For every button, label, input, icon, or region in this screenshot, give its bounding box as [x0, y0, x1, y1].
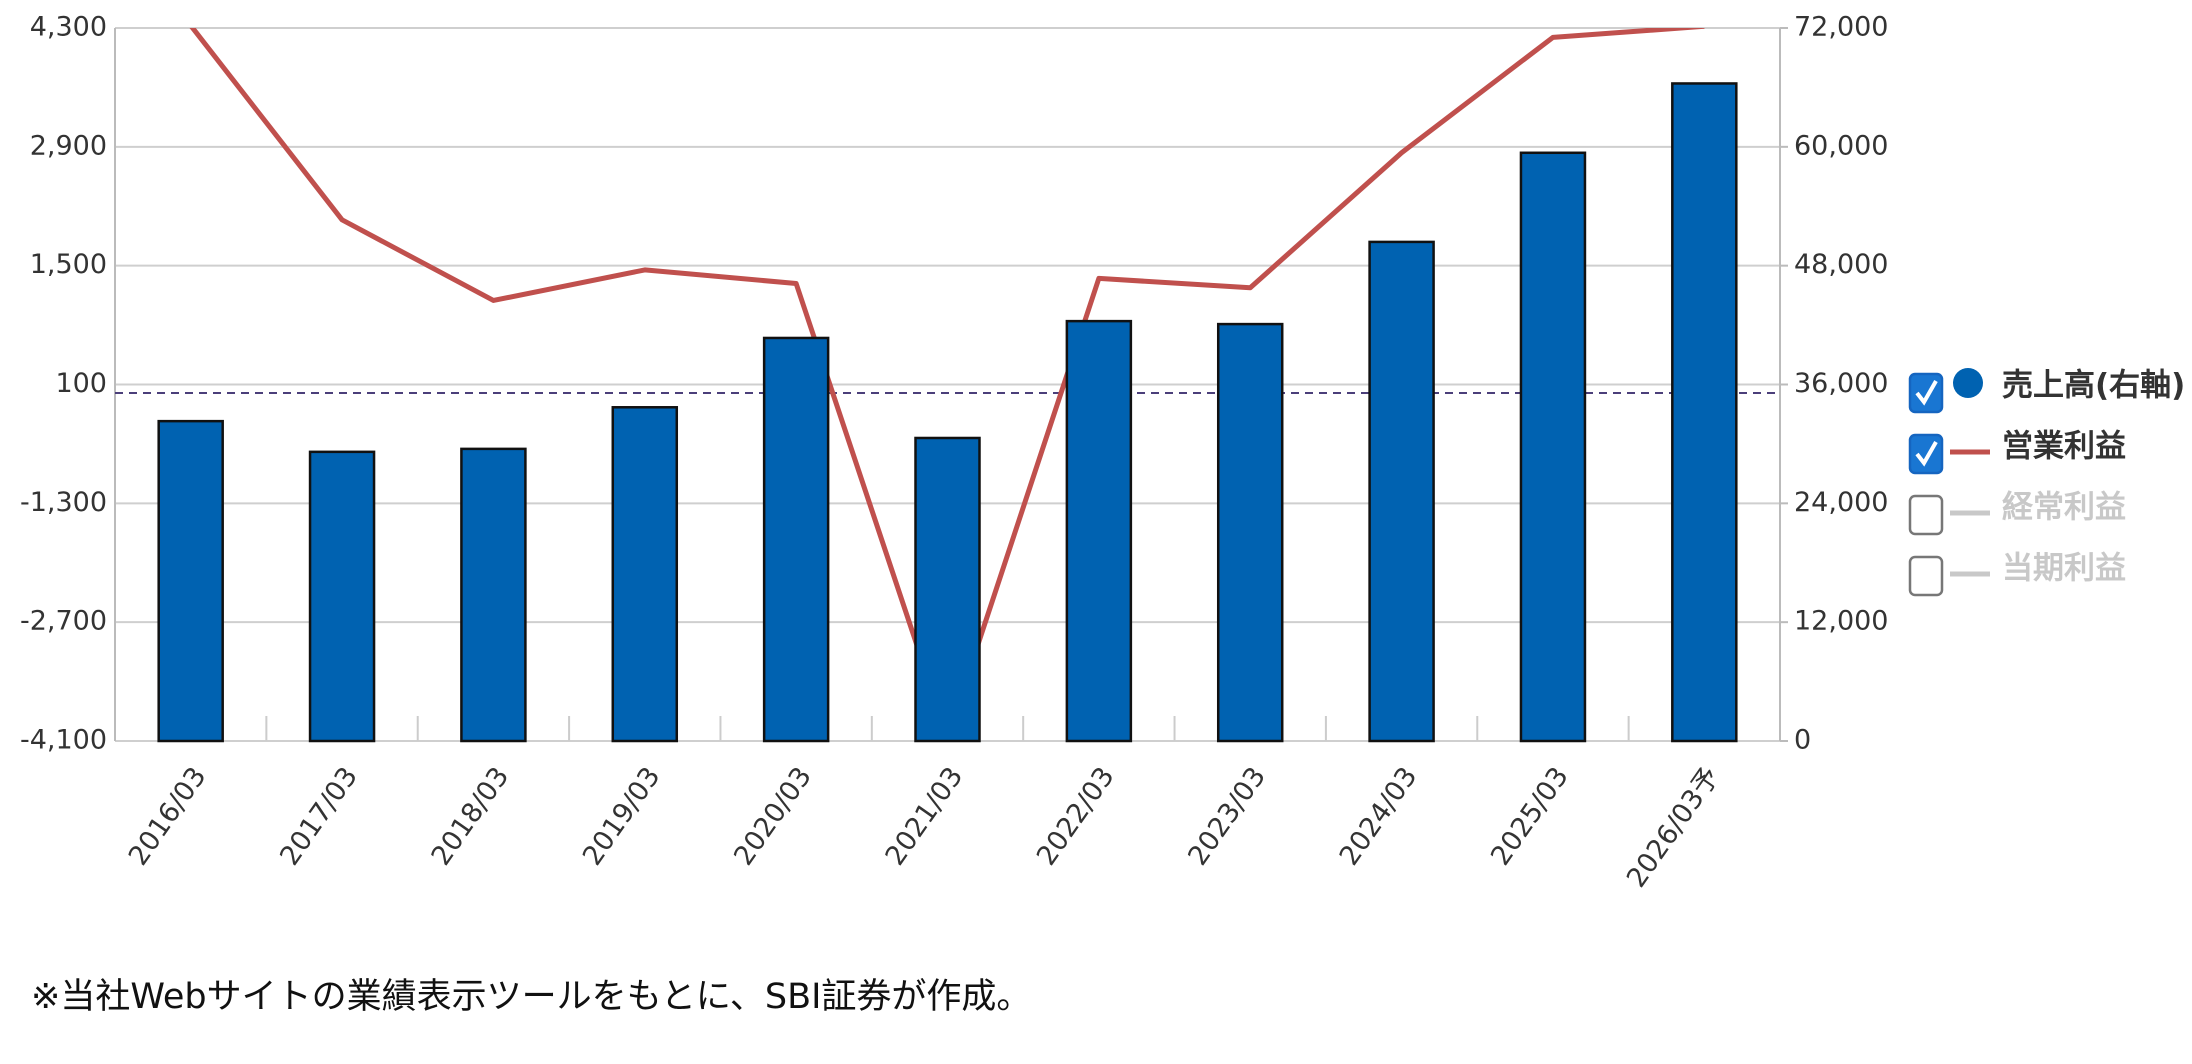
x-tick-label: 2022/03 — [1031, 762, 1121, 872]
y2-tick-label: 48,000 — [1794, 249, 1888, 280]
checkbox-checked[interactable] — [1908, 433, 1944, 475]
y-tick-label: -1,300 — [20, 487, 107, 518]
legend-label: 当期利益 — [2002, 551, 2126, 587]
bar — [611, 406, 679, 743]
bar — [914, 436, 981, 743]
bar — [762, 336, 830, 743]
checkbox[interactable] — [1908, 494, 1944, 536]
x-tick-label: 2020/03 — [728, 762, 818, 872]
checkbox[interactable] — [1908, 555, 1944, 597]
y-tick-label: 100 — [55, 368, 107, 399]
x-tick-label: 2026/03予 — [1621, 762, 1726, 894]
bar — [1065, 319, 1133, 743]
bar — [1368, 240, 1435, 743]
y-tick-label: 2,900 — [30, 130, 107, 161]
legend-label: 営業利益 — [2002, 429, 2126, 465]
x-tick-label: 2025/03 — [1485, 762, 1575, 872]
x-tick-label: 2021/03 — [880, 762, 970, 872]
check — [1915, 380, 1938, 406]
y2-tick-label: 24,000 — [1794, 487, 1888, 518]
checkbox-checked[interactable] — [1908, 372, 1944, 414]
y2-tick-label: 60,000 — [1794, 130, 1888, 161]
bar — [460, 447, 527, 743]
footnote: ※当社Webサイトの業績表示ツールをもとに、SBI証券が作成。 — [31, 977, 1031, 1017]
legend-swatch — [1953, 368, 1983, 398]
legend-label: 経常利益 — [2002, 490, 2126, 526]
x-tick-label: 2023/03 — [1182, 762, 1272, 872]
y2-tick-label: 72,000 — [1794, 12, 1888, 43]
y2-tick-label: 12,000 — [1794, 606, 1888, 637]
bar — [1216, 322, 1284, 743]
y2-tick-label: 0 — [1794, 725, 1811, 756]
x-tick-label: 2019/03 — [577, 762, 667, 872]
y-tick-label: -4,100 — [20, 725, 107, 756]
bar — [308, 450, 376, 743]
y-tick-label: 4,300 — [30, 12, 107, 43]
bar — [1671, 82, 1738, 743]
legend-label: 売上高(右軸) — [2002, 368, 2185, 404]
check — [1915, 441, 1938, 467]
x-tick-label: 2016/03 — [123, 762, 213, 872]
x-tick-label: 2017/03 — [274, 762, 364, 872]
y-tick-label: -2,700 — [20, 606, 107, 637]
y2-tick-label: 36,000 — [1794, 368, 1888, 399]
y-tick-label: 1,500 — [30, 249, 107, 280]
bar — [1519, 151, 1587, 743]
x-tick-label: 2024/03 — [1334, 762, 1424, 872]
x-tick-label: 2018/03 — [426, 762, 516, 872]
bar — [157, 419, 224, 743]
